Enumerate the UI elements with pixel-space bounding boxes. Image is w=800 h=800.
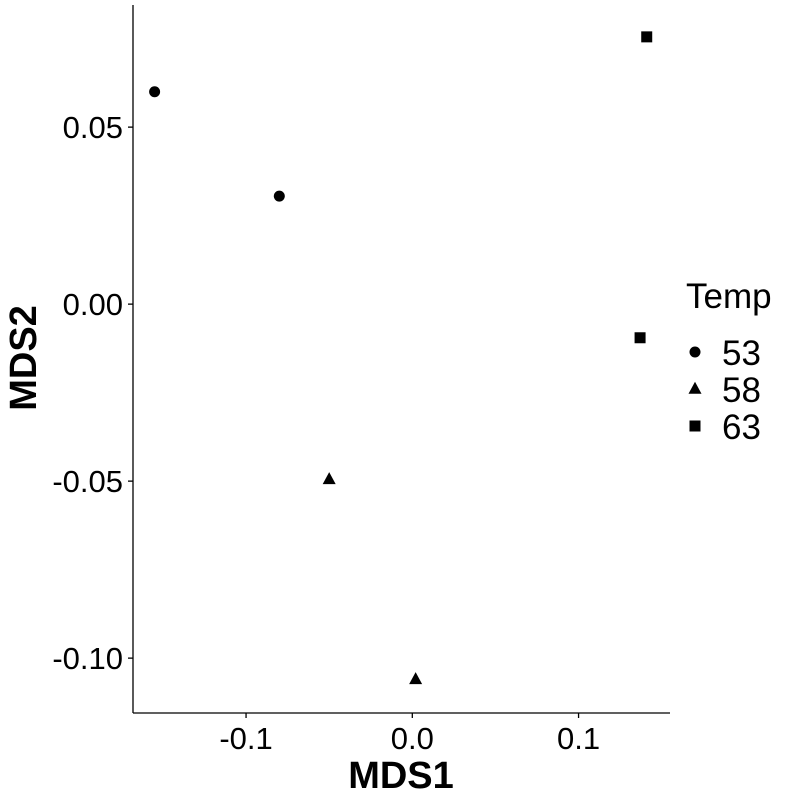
legend-label: 53 xyxy=(722,334,761,373)
y-tick-label: -0.05 xyxy=(52,464,123,499)
x-tick-label: -0.1 xyxy=(219,721,272,756)
x-axis-ticks: -0.1 0.0 0.1 xyxy=(219,713,600,756)
data-point-circle xyxy=(273,190,285,202)
legend-label: 58 xyxy=(722,371,761,410)
legend-key-triangle xyxy=(688,381,702,394)
data-points xyxy=(149,31,653,685)
x-axis-title: MDS1 xyxy=(348,755,454,797)
axes xyxy=(132,5,670,714)
legend-label: 63 xyxy=(722,408,761,447)
y-axis-title: MDS2 xyxy=(3,305,45,411)
y-tick-label: 0.05 xyxy=(63,110,123,145)
y-axis-ticks: 0.05 0.00 -0.05 -0.10 xyxy=(52,110,133,676)
legend-key-square xyxy=(689,420,701,432)
y-tick-label: 0.00 xyxy=(63,287,123,322)
data-point-square xyxy=(634,332,646,344)
legend-key-circle xyxy=(689,346,701,358)
legend-title: Temp xyxy=(686,277,772,316)
data-point-triangle xyxy=(409,672,423,685)
x-tick-label: 0.0 xyxy=(391,721,434,756)
x-tick-label: 0.1 xyxy=(557,721,600,756)
data-point-triangle xyxy=(322,472,336,485)
data-point-circle xyxy=(149,86,161,98)
data-point-square xyxy=(641,31,653,43)
y-tick-label: -0.10 xyxy=(52,641,123,676)
